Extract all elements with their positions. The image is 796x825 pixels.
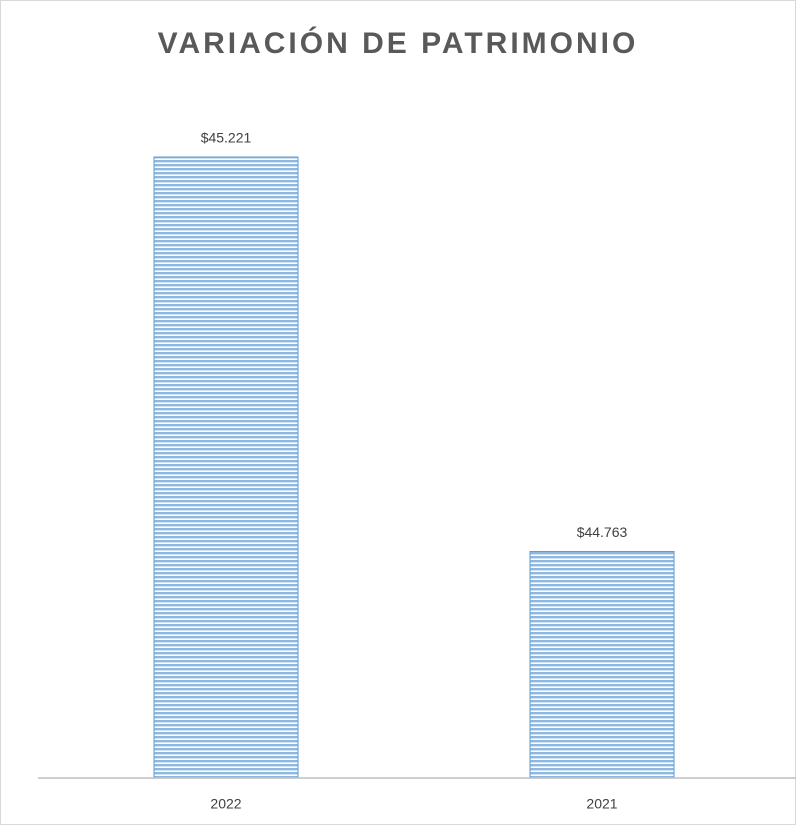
chart-title: VARIACIÓN DE PATRIMONIO — [158, 26, 639, 60]
x-tick-label: 2021 — [586, 796, 617, 812]
bar — [529, 550, 675, 779]
x-tick-label: 2022 — [210, 796, 241, 812]
bar — [153, 156, 299, 779]
data-label: $45.221 — [201, 130, 252, 146]
data-label: $44.763 — [577, 524, 628, 540]
